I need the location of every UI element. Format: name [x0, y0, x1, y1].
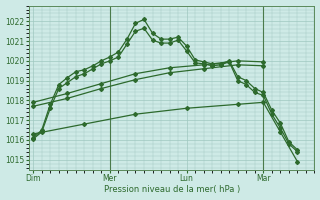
- X-axis label: Pression niveau de la mer( hPa ): Pression niveau de la mer( hPa ): [104, 185, 240, 194]
